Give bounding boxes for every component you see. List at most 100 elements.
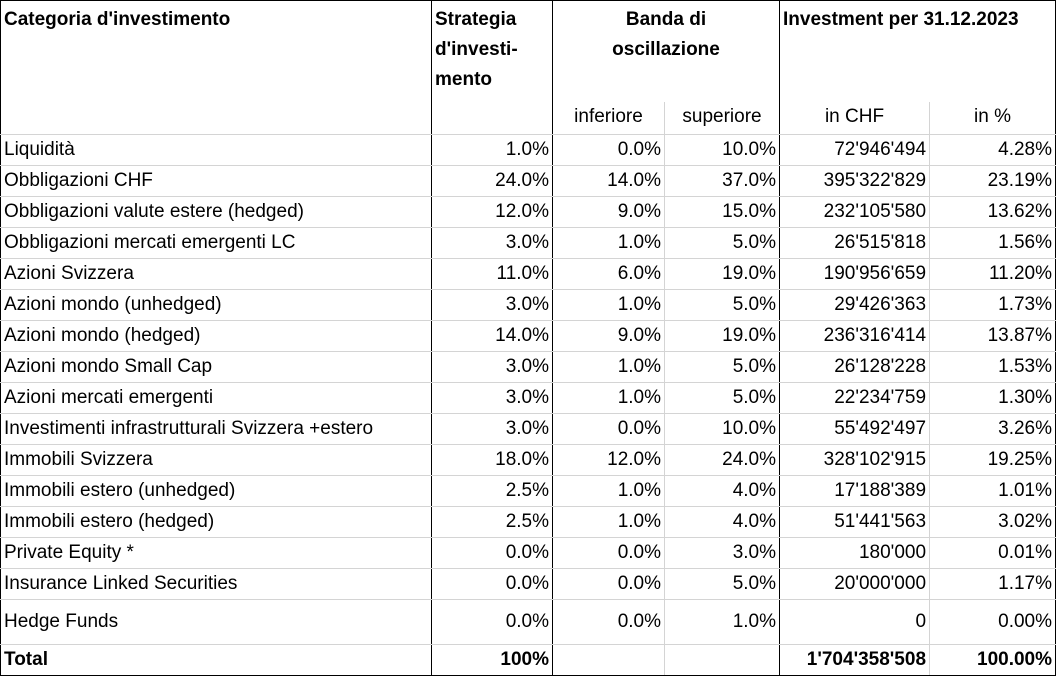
row-category: Azioni mondo (hedged) bbox=[0, 320, 432, 352]
row-lower: 14.0% bbox=[552, 165, 665, 197]
row-upper: 10.0% bbox=[663, 413, 781, 445]
table-row: Hedge Funds 0.0% 0.0% 1.0% 0 0.00% bbox=[0, 599, 1056, 645]
row-chf: 26'128'228 bbox=[779, 351, 930, 383]
row-upper: 1.0% bbox=[663, 599, 781, 645]
total-label: Total bbox=[0, 644, 432, 676]
subheader-lower: inferiore bbox=[552, 102, 665, 135]
header-category: Categoria d'investimento bbox=[0, 0, 432, 102]
row-strategy: 0.0% bbox=[431, 537, 553, 569]
row-upper: 4.0% bbox=[663, 506, 781, 538]
row-upper: 37.0% bbox=[663, 165, 781, 197]
row-lower: 1.0% bbox=[552, 506, 665, 538]
row-lower: 0.0% bbox=[552, 568, 665, 600]
table-row: Liquidità 1.0% 0.0% 10.0% 72'946'494 4.28% bbox=[0, 134, 1056, 166]
row-pct: 1.01% bbox=[929, 475, 1056, 507]
row-upper: 5.0% bbox=[663, 227, 781, 259]
row-category: Obbligazioni mercati emergenti LC bbox=[0, 227, 432, 259]
row-strategy: 3.0% bbox=[431, 413, 553, 445]
row-category: Obbligazioni valute estere (hedged) bbox=[0, 196, 432, 228]
row-pct: 0.00% bbox=[929, 599, 1056, 645]
row-lower: 1.0% bbox=[552, 351, 665, 383]
row-upper: 19.0% bbox=[663, 258, 781, 290]
row-strategy: 18.0% bbox=[431, 444, 553, 476]
row-strategy: 2.5% bbox=[431, 475, 553, 507]
row-pct: 11.20% bbox=[929, 258, 1056, 290]
row-chf: 395'322'829 bbox=[779, 165, 930, 197]
row-chf: 232'105'580 bbox=[779, 196, 930, 228]
row-pct: 23.19% bbox=[929, 165, 1056, 197]
row-category: Immobili estero (unhedged) bbox=[0, 475, 432, 507]
table-row: Azioni mondo (unhedged) 3.0% 1.0% 5.0% 29'42… bbox=[0, 289, 1056, 321]
row-chf: 72'946'494 bbox=[779, 134, 930, 166]
row-lower: 9.0% bbox=[552, 196, 665, 228]
row-strategy: 11.0% bbox=[431, 258, 553, 290]
row-pct: 1.30% bbox=[929, 382, 1056, 414]
row-lower: 1.0% bbox=[552, 227, 665, 259]
row-upper: 10.0% bbox=[663, 134, 781, 166]
row-lower: 0.0% bbox=[552, 134, 665, 166]
row-lower: 6.0% bbox=[552, 258, 665, 290]
row-chf: 26'515'818 bbox=[779, 227, 930, 259]
row-category: Private Equity * bbox=[0, 537, 432, 569]
row-pct: 1.73% bbox=[929, 289, 1056, 321]
subheader-upper: superiore bbox=[663, 102, 781, 135]
subheader-in-pct: in % bbox=[929, 102, 1056, 135]
row-lower: 1.0% bbox=[552, 289, 665, 321]
row-pct: 13.87% bbox=[929, 320, 1056, 352]
subheader-row: inferiore superiore in CHF in % bbox=[0, 102, 1056, 135]
total-strategy: 100% bbox=[431, 644, 553, 676]
row-lower: 1.0% bbox=[552, 475, 665, 507]
row-upper: 3.0% bbox=[663, 537, 781, 569]
table-row: Azioni mondo (hedged) 14.0% 9.0% 19.0% 236'3… bbox=[0, 320, 1056, 352]
row-strategy: 1.0% bbox=[431, 134, 553, 166]
table-row: Azioni mercati emergenti 3.0% 1.0% 5.0% 22'2… bbox=[0, 382, 1056, 414]
row-chf: 180'000 bbox=[779, 537, 930, 569]
total-lower-empty bbox=[552, 644, 665, 676]
row-category: Hedge Funds bbox=[0, 599, 432, 645]
table-row: Immobili Svizzera 18.0% 12.0% 24.0% 328'102'… bbox=[0, 444, 1056, 476]
row-chf: 236'316'414 bbox=[779, 320, 930, 352]
row-lower: 12.0% bbox=[552, 444, 665, 476]
table-row: Azioni Svizzera 11.0% 6.0% 19.0% 190'956'659… bbox=[0, 258, 1056, 290]
header-band: Banda di oscillazione bbox=[552, 0, 781, 102]
row-lower: 1.0% bbox=[552, 382, 665, 414]
row-category: Azioni mercati emergenti bbox=[0, 382, 432, 414]
row-chf: 17'188'389 bbox=[779, 475, 930, 507]
total-chf: 1'704'358'508 bbox=[779, 644, 930, 676]
row-pct: 19.25% bbox=[929, 444, 1056, 476]
total-row: Total 100% 1'704'358'508 100.00% bbox=[0, 644, 1056, 676]
row-strategy: 24.0% bbox=[431, 165, 553, 197]
row-chf: 20'000'000 bbox=[779, 568, 930, 600]
row-pct: 3.26% bbox=[929, 413, 1056, 445]
row-pct: 0.01% bbox=[929, 537, 1056, 569]
table-row: Obbligazioni valute estere (hedged) 12.0%… bbox=[0, 196, 1056, 228]
row-strategy: 2.5% bbox=[431, 506, 553, 538]
row-strategy: 3.0% bbox=[431, 382, 553, 414]
row-category: Azioni mondo (unhedged) bbox=[0, 289, 432, 321]
row-pct: 1.53% bbox=[929, 351, 1056, 383]
row-pct: 13.62% bbox=[929, 196, 1056, 228]
row-pct: 4.28% bbox=[929, 134, 1056, 166]
header-strategy: Strategia d'investi- mento bbox=[431, 0, 553, 102]
table-row: Obbligazioni CHF 24.0% 14.0% 37.0% 395'322'8… bbox=[0, 165, 1056, 197]
header-row: Categoria d'investimento Strategia d'inv… bbox=[0, 0, 1056, 102]
row-strategy: 3.0% bbox=[431, 227, 553, 259]
row-category: Liquidità bbox=[0, 134, 432, 166]
table-row: Azioni mondo Small Cap 3.0% 1.0% 5.0% 26'128… bbox=[0, 351, 1056, 383]
total-pct: 100.00% bbox=[929, 644, 1056, 676]
row-strategy: 3.0% bbox=[431, 351, 553, 383]
row-category: Obbligazioni CHF bbox=[0, 165, 432, 197]
total-upper-empty bbox=[663, 644, 781, 676]
subheader-in-chf: in CHF bbox=[779, 102, 930, 135]
row-strategy: 12.0% bbox=[431, 196, 553, 228]
row-upper: 5.0% bbox=[663, 382, 781, 414]
row-upper: 5.0% bbox=[663, 289, 781, 321]
table-row: Immobili estero (hedged) 2.5% 1.0% 4.0% 51'4… bbox=[0, 506, 1056, 538]
header-investment: Investment per 31.12.2023 bbox=[779, 0, 1056, 102]
table-row: Insurance Linked Securities 0.0% 0.0% 5.0% 2… bbox=[0, 568, 1056, 600]
row-pct: 1.17% bbox=[929, 568, 1056, 600]
table-row: Private Equity * 0.0% 0.0% 3.0% 180'000 0.01% bbox=[0, 537, 1056, 569]
row-category: Immobili Svizzera bbox=[0, 444, 432, 476]
subheader-empty bbox=[431, 102, 553, 135]
